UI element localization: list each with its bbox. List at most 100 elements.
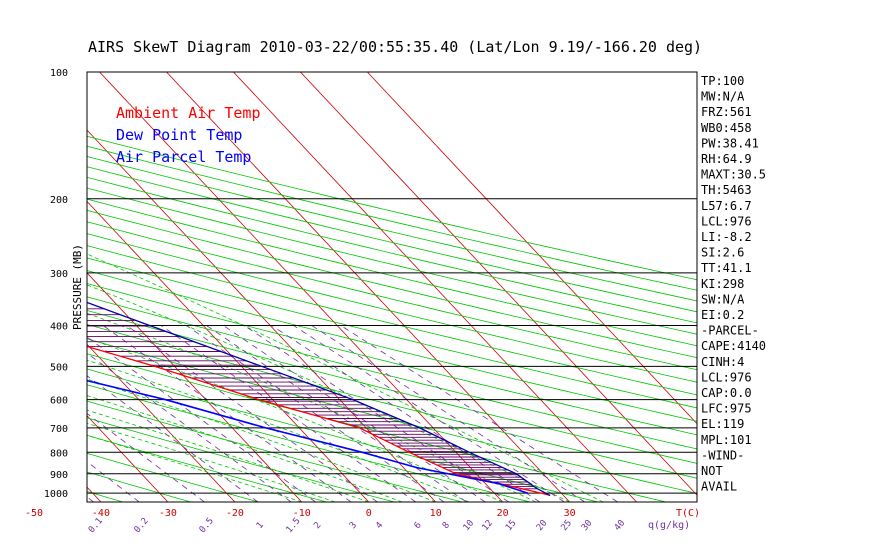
plot-frame [86,71,698,503]
pressure-tick-label: 1000 [44,489,68,500]
mixing-ratio-tick-label: 0.2 [133,516,151,535]
mixing-ratio-tick-label: 15 [504,518,519,533]
mixing-ratio-tick-label: 25 [559,518,574,533]
mixing-ratio-label: q(g/kg) [648,520,690,531]
dry-adiabat [87,490,124,502]
index-label: AVAIL [701,480,737,494]
moist-adiabat [87,284,570,502]
bottom-temp-tick-label: 20 [497,508,509,519]
bottom-temp-tick-label: 10 [430,508,442,519]
moist-adiabat [87,337,503,502]
dry-adiabat [87,245,697,396]
mixing-ratio-line [87,461,140,502]
dry-adiabat [87,257,697,409]
pressure-tick-label: 800 [50,448,68,459]
moist-adiabat [87,359,470,502]
moist-adiabat [87,434,302,502]
index-label: MW:N/A [701,90,745,104]
isotherm [87,486,102,502]
mixing-ratio-tick-label: 30 [580,518,595,533]
dry-adiabat [87,221,697,371]
dry-adiabat [87,198,697,347]
mixing-ratio-line [126,325,378,502]
dry-adiabat [87,353,667,502]
mixing-ratio-tick-label: 0.5 [198,516,216,535]
isotherm [300,72,697,496]
x-axis-label: T(C) [676,508,700,519]
moist-adiabat [87,312,537,502]
legend-entry: Air Parcel Temp [116,148,251,166]
pressure-tick-label: 700 [50,424,68,435]
isotherm [0,72,34,502]
mixing-ratio-tick-label: 20 [535,518,550,533]
air-parcel-temp-line [87,301,551,496]
index-label: -WIND- [701,448,744,462]
mixing-ratio-tick-label: 12 [480,518,495,533]
moist-adiabat [87,253,604,502]
dry-adiabat [87,176,697,324]
moist-adiabat [87,395,403,502]
dry-adiabat [87,310,697,464]
mixing-ratio-tick-label: 10 [462,518,477,533]
legend: Ambient Air Temp Dew Point Temp Air Parcel… [116,104,261,166]
bottom-temp-tick-label: 30 [564,508,576,519]
dry-adiabat [87,384,531,502]
index-label: -PARCEL- [701,324,759,338]
dew-point-temp-line [87,379,529,494]
bottom-temp-tick-label: -30 [159,508,177,519]
dry-adiabat [87,452,259,502]
index-label: TH:5463 [701,183,752,197]
mixing-ratio-tick-label: 0.1 [87,516,105,535]
index-label: EL:119 [701,417,744,431]
mixing-ratio-line [206,325,467,502]
mixing-ratio-tick-label: 6 [413,520,424,531]
index-label: TT:41.1 [701,261,752,275]
dry-adiabat [87,270,697,422]
isotherm [166,72,570,502]
index-label: LI:-8.2 [701,230,752,244]
index-label: PW:38.41 [701,136,759,150]
legend-entry: Dew Point Temp [116,126,242,144]
mixing-ratio-tick-label: 2 [312,520,323,531]
dry-adiabat [87,156,697,302]
index-label: CINH:4 [701,355,744,369]
index-label: CAPE:4140 [701,339,766,353]
pressure-tick-label: 200 [50,195,68,206]
bottom-temp-tick-label: 0 [366,508,372,519]
dry-adiabat [87,400,463,502]
y-axis-label: PRESSURE (MB) [71,244,84,330]
dry-adiabat [87,135,697,281]
mixing-ratio-tick-label: 4 [374,520,385,531]
index-label: LFC:975 [701,402,752,416]
isotherm [233,72,637,502]
mixing-ratio-line [87,375,259,502]
isotherm [87,415,169,502]
bottom-temp-tick-label: -10 [293,508,311,519]
legend-entry: Ambient Air Temp [116,104,261,122]
mixing-ratio-line [271,325,540,502]
dry-adiabat [87,233,697,383]
dry-adiabat [87,209,697,359]
index-label: MAXT:30.5 [701,168,766,182]
mixing-ratio-line [223,325,486,502]
mixing-ratio-line [186,325,445,502]
isotherm [87,343,236,502]
bottom-temp-tick-label: -20 [226,508,244,519]
dry-adiabat [87,187,697,335]
axis-labels: 1002003004005006007008009001000PRESSURE … [25,68,700,535]
dry-adiabat [87,434,327,502]
pressure-tick-label: 400 [50,322,68,333]
index-label: L57:6.7 [701,199,752,213]
mixing-ratio-tick-label: 3 [348,520,359,531]
bottom-temp-tick-label: -40 [92,508,110,519]
moist-adiabat [87,378,436,502]
mixing-ratio-line [87,412,205,502]
index-label: RH:64.9 [701,152,752,166]
chart-title: AIRS SkewT Diagram 2010-03-22/00:55:35.4… [88,38,702,56]
profiles [87,301,551,497]
pressure-tick-label: 500 [50,362,68,373]
background-lines [0,72,697,502]
mixing-ratio-line [87,352,292,502]
mixing-ratio-line [102,325,352,502]
